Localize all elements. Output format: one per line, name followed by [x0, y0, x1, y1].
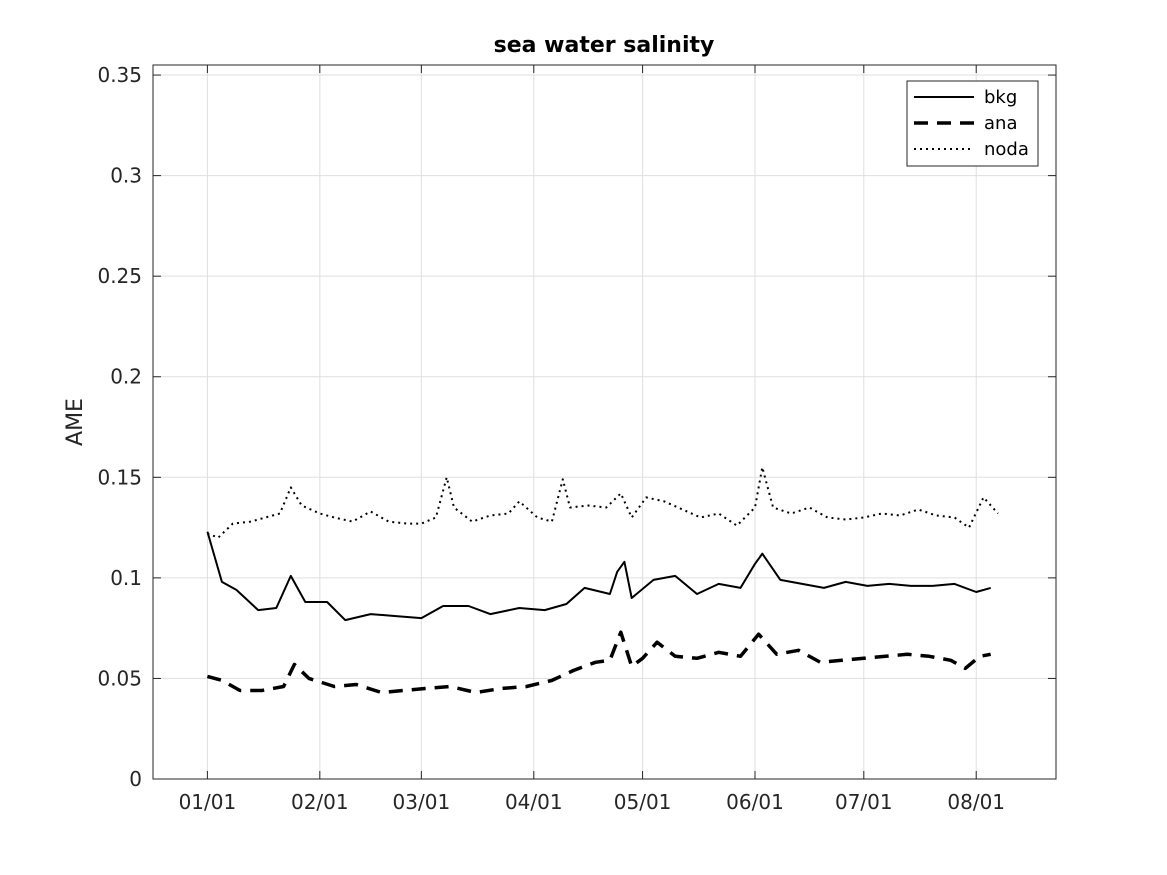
- y-tick-label: 0.05: [97, 666, 142, 690]
- series-line-ana: [206, 630, 992, 695]
- x-tick-label: 08/01: [947, 790, 1005, 814]
- legend: bkg ana noda: [906, 80, 1039, 167]
- x-tick-label: 05/01: [614, 790, 672, 814]
- y-tick-label: 0.2: [110, 365, 142, 389]
- y-tick-label: 0.3: [110, 164, 142, 188]
- chart-title: sea water salinity: [494, 33, 715, 58]
- tick-marks: [153, 65, 1056, 780]
- grid-lines: [153, 65, 1056, 779]
- x-tick-labels: 01/01 02/01 03/01 04/01 05/01 06/01 07/01 08/01: [179, 790, 1005, 814]
- legend-label-bkg: bkg: [984, 87, 1017, 108]
- axes-box: [152, 64, 1057, 780]
- x-tick-label: 04/01: [505, 790, 563, 814]
- x-tick-label: 02/01: [291, 790, 349, 814]
- series-line-noda: [207, 466, 999, 539]
- x-tick-label: 07/01: [835, 790, 893, 814]
- x-tick-label: 06/01: [726, 790, 784, 814]
- series-line-bkg: [206, 531, 991, 622]
- legend-label-ana: ana: [984, 113, 1017, 134]
- y-tick-label: 0: [129, 767, 142, 791]
- plot-area: [153, 65, 1056, 779]
- y-tick-label: 0.1: [110, 566, 142, 590]
- y-axis-label: AME: [63, 398, 88, 446]
- x-tick-label: 03/01: [393, 790, 451, 814]
- y-tick-label: 0.25: [97, 264, 142, 288]
- x-tick-label: 01/01: [179, 790, 237, 814]
- legend-label-noda: noda: [984, 139, 1029, 160]
- y-tick-labels: 0 0.05 0.1 0.15 0.2 0.25 0.3 0.35: [97, 63, 142, 791]
- y-tick-label: 0.35: [97, 63, 142, 87]
- series-layer: [206, 466, 999, 695]
- y-tick-label: 0.15: [97, 465, 142, 489]
